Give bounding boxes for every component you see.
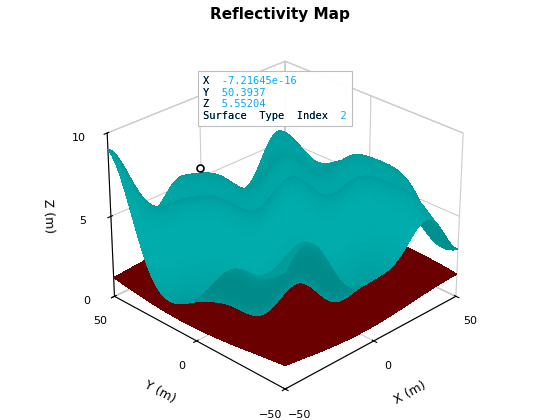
Text: X  
Y  
Z  
Surface  Type  Index: X Y Z Surface Type Index bbox=[203, 76, 341, 121]
Title: Reflectivity Map: Reflectivity Map bbox=[210, 7, 350, 22]
X-axis label: X (m): X (m) bbox=[392, 378, 428, 406]
Y-axis label: Y (m): Y (m) bbox=[142, 379, 178, 406]
Text: X  -7.21645e-16
Y  50.3937
Z  5.55204
Surface  Type  Index  2: X -7.21645e-16 Y 50.3937 Z 5.55204 Surfa… bbox=[203, 76, 347, 121]
